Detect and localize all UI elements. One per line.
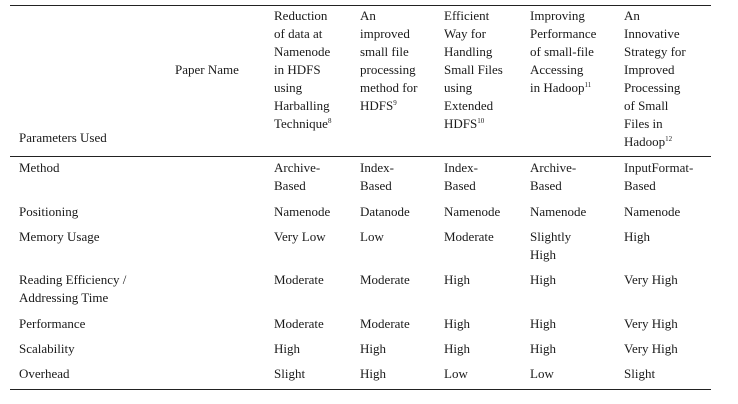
header-label-paper-name: Paper Name	[175, 62, 239, 77]
row-value: High	[530, 272, 556, 287]
row-value: InputFormat- Based	[624, 160, 694, 193]
row-value: Namenode	[444, 204, 501, 219]
row-value: Archive- Based	[274, 160, 321, 193]
row-value: Slight	[274, 366, 306, 381]
row-value: Datanode	[360, 204, 410, 219]
row-value: Index- Based	[360, 160, 394, 193]
citation-ref: 12	[665, 135, 673, 143]
row-value: Namenode	[274, 204, 331, 219]
paper-header-3: Efficient Way for Handling Small Files u…	[444, 8, 503, 131]
row-value: Moderate	[360, 316, 410, 331]
citation-ref: 11	[584, 81, 592, 89]
row-value: Very High	[624, 341, 678, 356]
row-value: High	[530, 341, 556, 356]
row-value: Slightly High	[530, 229, 572, 262]
row-param: Reading Efficiency / Addressing Time	[19, 272, 127, 305]
row-value: Namenode	[624, 204, 681, 219]
row-param: Performance	[19, 316, 86, 331]
paper-header-2: An improved small file processing method…	[360, 8, 418, 113]
paper-header-4: Improving Performance of small-file Acce…	[530, 8, 597, 95]
row-param: Positioning	[19, 204, 79, 219]
row-value: High	[530, 316, 556, 331]
table-bottom-rule	[10, 389, 711, 390]
row-value: Slight	[624, 366, 656, 381]
row-value: Moderate	[360, 272, 410, 287]
citation-ref: 10	[477, 117, 485, 125]
row-param: Method	[19, 160, 60, 175]
row-value: Low	[444, 366, 468, 381]
table-top-rule	[10, 5, 711, 6]
citation-ref: 8	[327, 117, 332, 125]
row-value: High	[444, 272, 470, 287]
row-value: Archive- Based	[530, 160, 577, 193]
row-param: Scalability	[19, 341, 75, 356]
row-value: High	[274, 341, 300, 356]
row-param: Overhead	[19, 366, 70, 381]
row-value: Low	[530, 366, 554, 381]
row-value: Moderate	[274, 316, 324, 331]
row-value: Very Low	[274, 229, 326, 244]
row-value: High	[624, 229, 650, 244]
row-value: High	[444, 341, 470, 356]
corner-label-parameters: Parameters Used	[19, 130, 107, 145]
row-value: Moderate	[444, 229, 494, 244]
paper-header-1: Reduction of data at Namenode in HDFS us…	[274, 8, 332, 131]
row-value: High	[360, 341, 386, 356]
row-value: Namenode	[530, 204, 587, 219]
row-value: Moderate	[274, 272, 324, 287]
row-value: High	[444, 316, 470, 331]
row-value: Very High	[624, 316, 678, 331]
row-value: Low	[360, 229, 384, 244]
row-value: Index- Based	[444, 160, 478, 193]
citation-ref: 9	[393, 99, 397, 107]
row-param: Memory Usage	[19, 229, 100, 244]
row-value: High	[360, 366, 386, 381]
table-header-rule	[10, 156, 711, 157]
paper-header-5: An Innovative Strategy for Improved Proc…	[624, 8, 686, 149]
row-value: Very High	[624, 272, 678, 287]
